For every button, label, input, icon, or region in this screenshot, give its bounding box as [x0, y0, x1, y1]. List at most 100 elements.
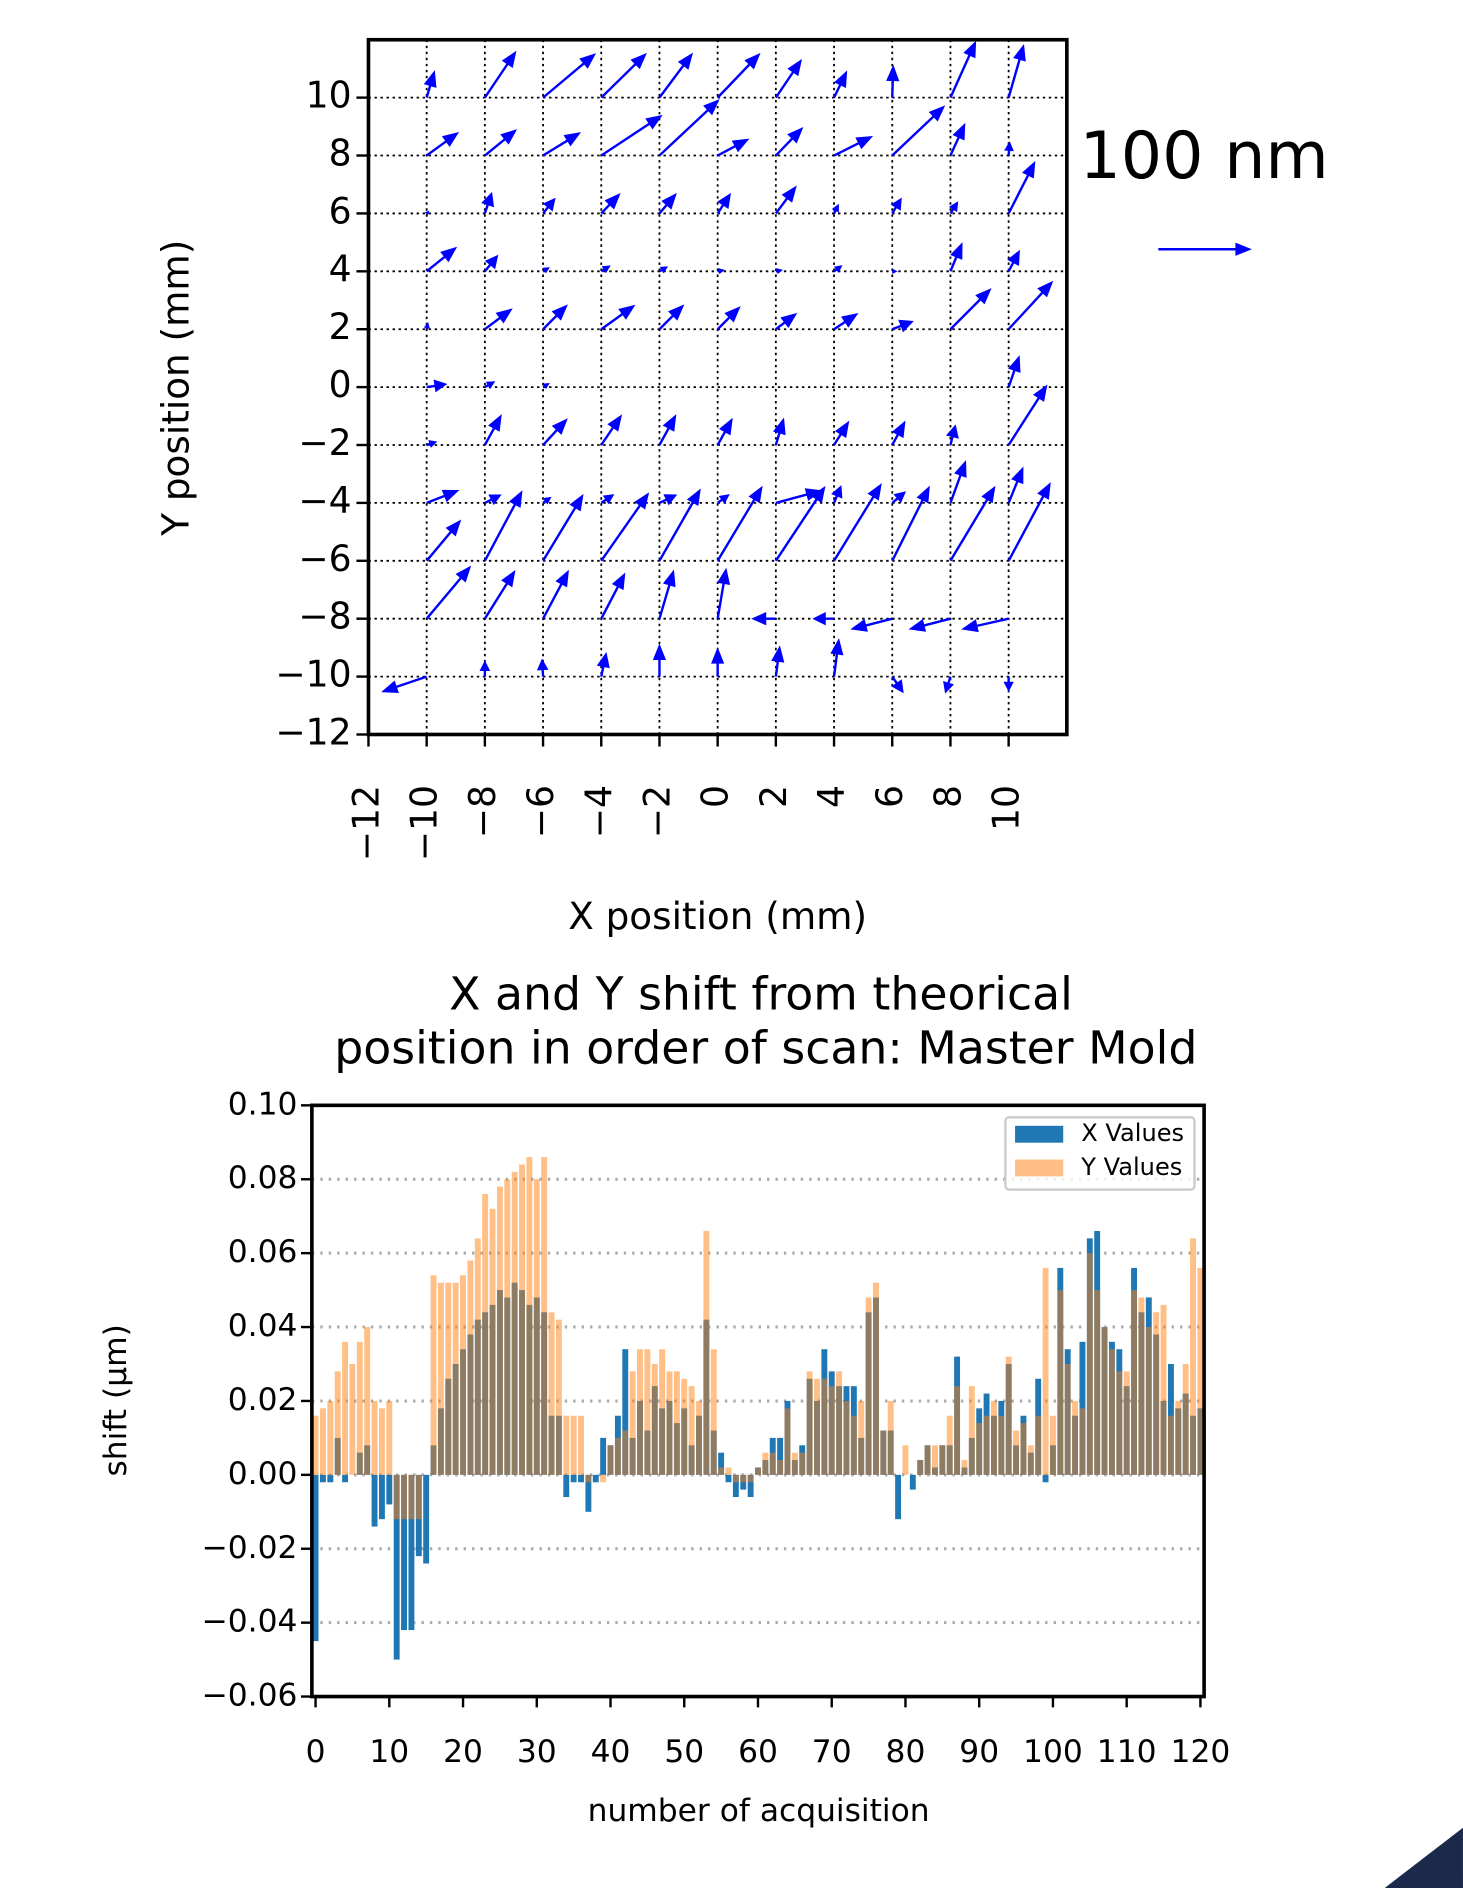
bar: [541, 1157, 548, 1475]
arrow: [833, 483, 882, 562]
arrow: [1007, 466, 1024, 504]
arrow: [891, 319, 914, 333]
y-tick-label: 4: [329, 247, 352, 290]
bar: [489, 1208, 496, 1475]
arrow: [949, 485, 996, 562]
bar: [371, 1400, 378, 1475]
bar: [681, 1378, 688, 1475]
arrow: [600, 572, 626, 620]
arrow: [600, 114, 663, 157]
bar: [799, 1452, 806, 1475]
bar: [747, 1474, 754, 1498]
bar: [312, 1474, 319, 1642]
legend-swatch: [1015, 1159, 1064, 1177]
bar: [1131, 1290, 1138, 1475]
arrow: [658, 99, 720, 157]
arrow: [1007, 43, 1026, 98]
arrow: [600, 494, 615, 505]
bar: [1116, 1371, 1123, 1475]
y-axis-label: shift (µm): [98, 1324, 134, 1476]
arrow: [891, 485, 930, 562]
arrow: [481, 191, 495, 214]
bar: [408, 1474, 415, 1631]
arrow: [484, 381, 496, 390]
arrow: [1007, 355, 1021, 388]
bar: [482, 1194, 489, 1475]
y-tick-label: 0.08: [228, 1160, 298, 1196]
x-tick-label: −4: [577, 785, 620, 838]
arrow: [891, 675, 904, 694]
arrow: [908, 617, 951, 632]
y-tick-label: 10: [306, 74, 352, 117]
bar: [696, 1400, 702, 1475]
chart-title: X and Y shift from theorical: [449, 967, 1073, 1020]
bar: [939, 1445, 946, 1475]
x-tick-label: 2: [752, 785, 795, 808]
bar: [718, 1452, 725, 1475]
arrow: [425, 565, 472, 620]
arrow: [1007, 249, 1020, 272]
bar: [327, 1400, 334, 1475]
arrow: [658, 414, 677, 446]
arrow: [542, 132, 582, 157]
bar: [983, 1415, 990, 1475]
x-tick-label: 50: [664, 1734, 704, 1770]
x-tick-label: 60: [738, 1734, 778, 1770]
bar: [666, 1371, 673, 1475]
bar: [1153, 1312, 1160, 1475]
arrow: [426, 489, 460, 505]
arrow: [484, 494, 502, 506]
bar: [629, 1371, 636, 1475]
y-tick-label: 0.10: [228, 1086, 298, 1122]
arrow: [542, 493, 584, 562]
arrow: [943, 676, 955, 694]
y-tick-label: −8: [298, 595, 351, 638]
arrow: [541, 569, 569, 620]
arrow: [542, 496, 552, 505]
arrow: [658, 488, 701, 562]
arrow: [600, 265, 611, 274]
x-tick-label: 30: [517, 1734, 557, 1770]
bar: [600, 1474, 607, 1483]
bar: [777, 1437, 784, 1475]
bar: [511, 1171, 518, 1475]
bar: [887, 1400, 894, 1475]
arrow: [1007, 384, 1048, 446]
bar: [364, 1327, 371, 1475]
arrow: [949, 242, 963, 272]
bar: [378, 1474, 385, 1520]
bar: [769, 1452, 776, 1475]
bar: [496, 1186, 503, 1475]
arrow: [426, 440, 438, 448]
bar: [415, 1474, 422, 1520]
arrow: [716, 417, 733, 446]
bar: [732, 1474, 739, 1498]
quiver-key-arrow: [1158, 242, 1252, 256]
y-axis-label: Y position (mm): [154, 240, 198, 537]
arrow: [949, 288, 992, 331]
arrow: [831, 203, 839, 214]
bar: [1049, 1415, 1056, 1475]
bar: [873, 1282, 879, 1475]
bar: [1042, 1267, 1049, 1475]
bar: [1138, 1297, 1145, 1475]
arrow: [961, 617, 1009, 633]
plot-frame: [366, 37, 1069, 737]
arrow: [890, 197, 902, 215]
bar: [349, 1363, 356, 1475]
arrow: [891, 420, 906, 446]
bar: [1123, 1371, 1130, 1475]
bar: [1005, 1356, 1012, 1475]
arrow: [716, 494, 730, 505]
y-tick-label: 0.00: [228, 1456, 298, 1492]
quiver-key-label: 100 nm: [1079, 119, 1328, 194]
arrow: [542, 267, 550, 274]
arrow: [658, 52, 693, 99]
x-axis-label: X position (mm): [568, 894, 867, 938]
arrow: [1004, 141, 1014, 156]
arrow: [831, 485, 843, 504]
bar: [718, 1467, 725, 1475]
bar: [526, 1157, 533, 1475]
arrow: [483, 50, 517, 99]
bar: [725, 1467, 732, 1475]
